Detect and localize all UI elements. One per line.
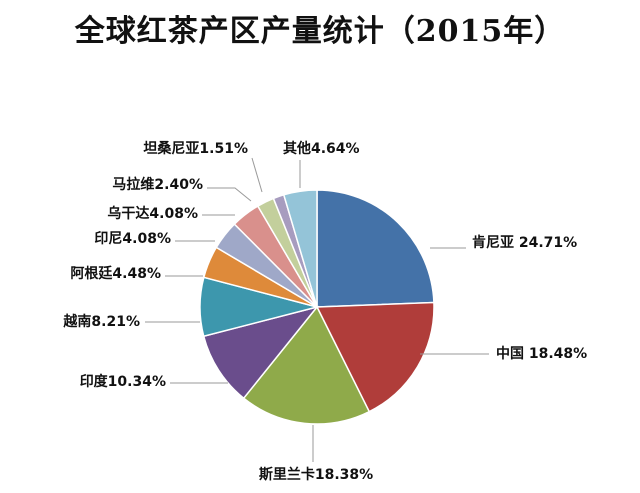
slice-label-越南: 越南8.21% [62, 313, 140, 330]
leader-line-马拉维 [207, 187, 252, 202]
pie-slices [199, 189, 435, 425]
slice-label-印尼: 印尼4.08% [94, 230, 171, 247]
slice-label-坦桑尼亚: 坦桑尼亚1.51% [143, 141, 248, 157]
leader-lines [145, 157, 489, 462]
slice-label-中国: 中国 18.48% [496, 345, 587, 362]
slice-labels: 肯尼亚 24.71% 中国 18.48% 斯里兰卡18.38% 印度10.34% 越南8… [62, 140, 587, 483]
pie-slice-中国 [315, 301, 435, 413]
slice-label-阿根廷: 阿根廷4.48% [70, 265, 161, 282]
slice-label-乌干达: 乌干达4.08% [107, 205, 198, 222]
slice-label-其他: 其他4.64% [283, 140, 360, 157]
slice-label-印度: 印度10.34% [80, 373, 166, 390]
slice-label-肯尼亚: 肯尼亚 24.71% [472, 234, 577, 251]
leader-line-坦桑尼亚 [251, 157, 263, 193]
slice-label-斯里兰卡: 斯里兰卡18.38% [259, 466, 373, 483]
slice-label-马拉维: 马拉维2.40% [112, 176, 203, 193]
pie-slice-肯尼亚 [316, 189, 435, 308]
pie-slice-斯里兰卡 [242, 305, 371, 425]
chart-title: 全球红茶产区产量统计（2015年） [74, 14, 566, 49]
pie-slice-其他 [282, 189, 318, 308]
pie-slice-印度 [202, 305, 319, 400]
